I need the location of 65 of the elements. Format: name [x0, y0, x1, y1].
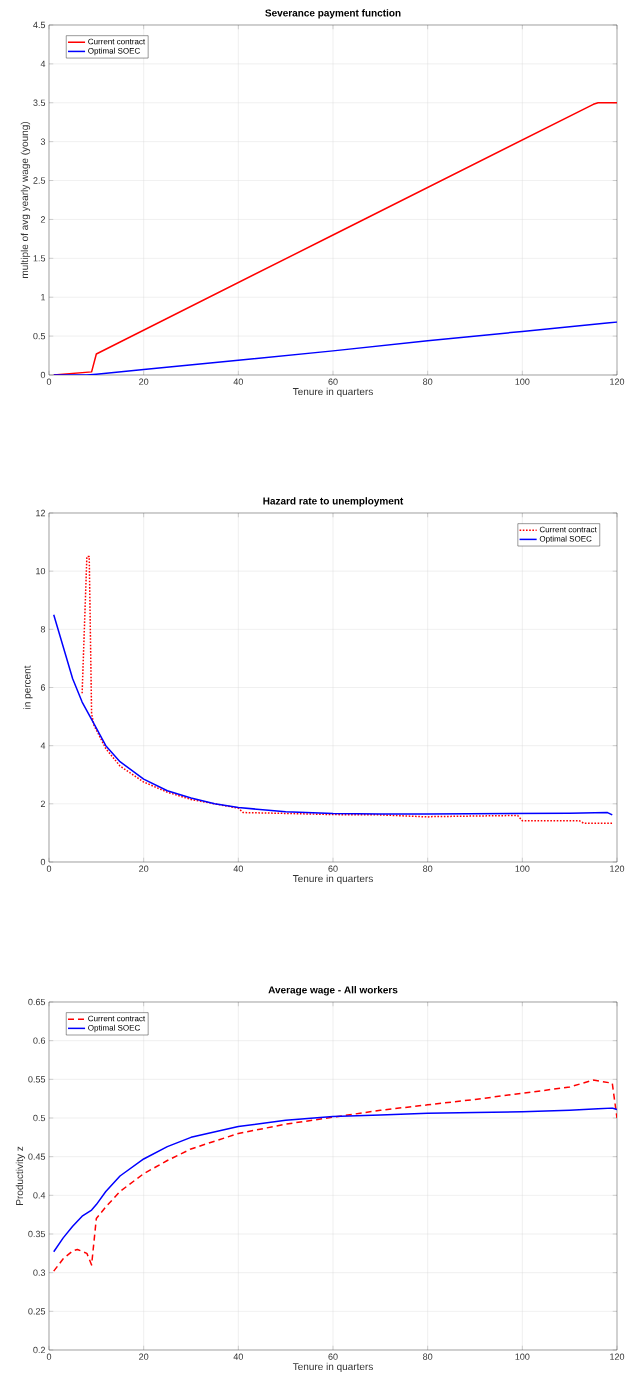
- y-tick-label: 0.3: [33, 1269, 46, 1276]
- x-axis-title: Tenure in quarters: [292, 874, 373, 885]
- y-tick-label: 0.45: [28, 1153, 46, 1160]
- legend-label: Current contract: [539, 526, 597, 533]
- x-tick-label: 40: [233, 865, 243, 872]
- y-tick-label: 2.5: [33, 177, 46, 184]
- y-tick-label: 2: [40, 800, 46, 807]
- chart-title: Hazard rate to unemployment: [263, 497, 404, 507]
- y-axis-title: in percent: [23, 665, 33, 709]
- y-tick-label: 0: [40, 858, 46, 866]
- line-series: [52, 321, 617, 375]
- y-tick-label: 0.35: [28, 1230, 46, 1238]
- y-tick-label: 0.25: [28, 1308, 46, 1315]
- legend-label: Optimal SOEC: [88, 1024, 140, 1033]
- y-tick-label: 0: [40, 371, 46, 379]
- y-tick-label: 4: [40, 60, 46, 67]
- x-tick-label: 20: [139, 1353, 149, 1360]
- x-tick-label: 60: [328, 1353, 338, 1360]
- y-tick-label: 0.65: [28, 998, 46, 1006]
- y-tick-label: 8: [40, 626, 46, 633]
- x-tick-label: 20: [139, 378, 149, 385]
- line-series: [52, 1107, 617, 1253]
- x-tick-label: 0: [46, 378, 52, 385]
- x-tick-label: 0: [46, 865, 52, 872]
- y-tick-label: 4.5: [33, 21, 46, 29]
- x-tick-label: 100: [515, 865, 530, 872]
- legend-label: Current contract: [88, 1015, 146, 1022]
- x-tick-label: 120: [610, 378, 625, 385]
- x-tick-label: 120: [610, 1353, 625, 1360]
- x-tick-label: 100: [515, 1353, 530, 1360]
- legend-label: Optimal SOEC: [88, 47, 140, 56]
- y-tick-label: 0.4: [33, 1192, 46, 1199]
- x-axis-title: Tenure in quarters: [292, 387, 373, 398]
- x-tick-label: 60: [328, 865, 338, 872]
- legend-label: Optimal SOEC: [539, 535, 592, 544]
- x-axis-title: Tenure in quarters: [292, 1362, 373, 1373]
- y-tick-label: 0.5: [33, 332, 46, 340]
- y-tick-label: 0.55: [28, 1076, 46, 1083]
- y-tick-label: 6: [40, 684, 46, 691]
- chart-title: Severance payment function: [265, 9, 401, 19]
- y-tick-label: 10: [36, 567, 46, 575]
- y-tick-label: 3.5: [33, 99, 46, 106]
- y-tick-label: 0.5: [33, 1114, 46, 1122]
- y-tick-label: 2: [40, 216, 46, 223]
- y-tick-label: 1: [41, 294, 46, 301]
- y-tick-label: 12: [36, 509, 46, 517]
- y-tick-label: 3: [40, 138, 46, 145]
- y-tick-label: 0.2: [33, 1346, 46, 1354]
- x-tick-label: 20: [139, 865, 149, 872]
- y-tick-label: 4: [40, 742, 46, 749]
- y-tick-label: 0.6: [33, 1037, 46, 1044]
- legend-label: Current contract: [88, 38, 146, 45]
- y-axis-title: multiple of avg yearly wage (young): [20, 121, 31, 278]
- x-tick-label: 120: [610, 865, 625, 872]
- y-tick-label: 1.5: [33, 255, 46, 262]
- x-tick-label: 80: [423, 865, 433, 872]
- x-tick-label: 40: [233, 378, 243, 385]
- y-axis-title: Productivity z: [15, 1146, 26, 1205]
- x-tick-label: 60: [328, 378, 338, 385]
- x-tick-label: 80: [423, 378, 433, 385]
- x-tick-label: 100: [515, 378, 530, 385]
- x-tick-label: 80: [423, 1353, 433, 1360]
- x-tick-label: 0: [46, 1353, 52, 1360]
- chart-title: Average wage - All workers: [268, 986, 398, 996]
- x-tick-label: 40: [233, 1353, 243, 1360]
